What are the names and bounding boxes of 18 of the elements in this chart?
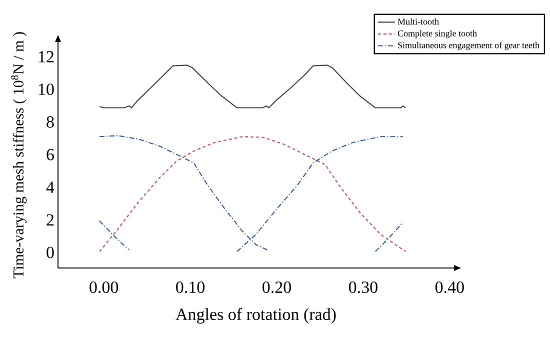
x-tick-label: 0.40 — [435, 282, 464, 294]
x-tick-label: 0.20 — [262, 282, 291, 294]
y-tick-label: 8 — [46, 116, 54, 128]
y-tick-label: 0 — [46, 246, 54, 258]
y-tick-label: 12 — [38, 51, 54, 62]
x-tick-label: 0.30 — [348, 282, 378, 294]
line-series — [98, 64, 406, 108]
y-tick-label: 10 — [38, 84, 54, 96]
legend-label: Complete single tooth — [398, 30, 477, 38]
y-tick-label: 6 — [46, 148, 54, 160]
y-tick-label: 4 — [46, 182, 54, 193]
legend-label: Simultaneous engagement of gear teeth — [398, 42, 540, 50]
x-tick-label: 0.10 — [176, 282, 205, 294]
x-tick-label: 0.00 — [90, 282, 118, 294]
y-tick-label: 2 — [46, 214, 54, 226]
legend-label: Multi-tooth — [398, 18, 439, 25]
x-axis-title: Angles of rotation (rad) — [176, 308, 336, 324]
y-axis-title: Time-varying mesh stiffness ( 10$^{8}$N / m ) — [11, 32, 27, 278]
